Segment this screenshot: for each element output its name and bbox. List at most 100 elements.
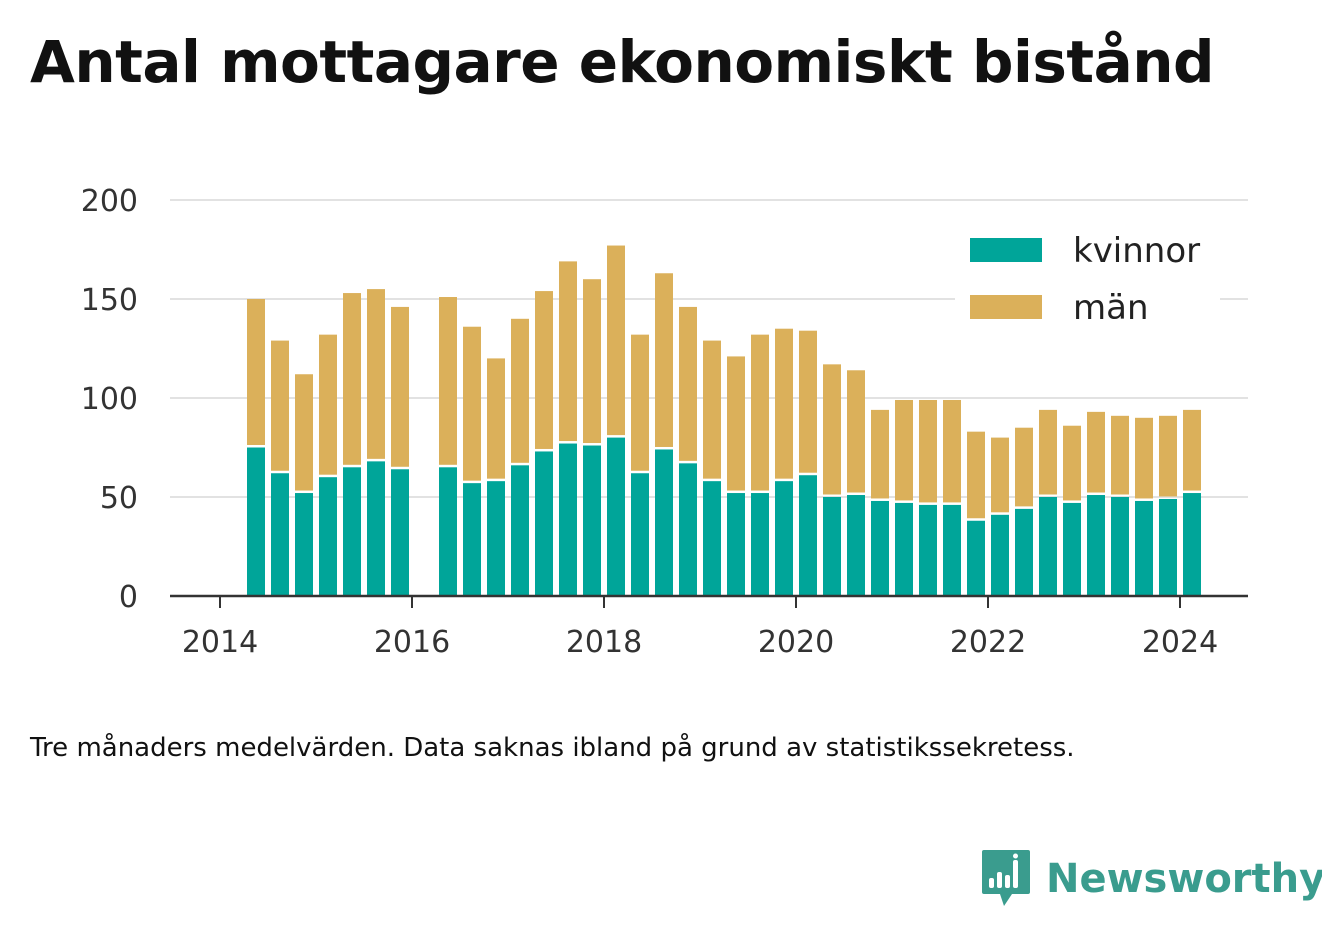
bar-man	[367, 289, 385, 459]
legend: kvinnor män	[955, 225, 1220, 335]
bar-kvinnor	[247, 447, 265, 596]
bar-man	[271, 340, 289, 471]
bar-man	[247, 299, 265, 445]
bar-man	[1039, 409, 1057, 495]
bar-kvinnor	[655, 449, 673, 596]
x-tick-label: 2018	[566, 625, 642, 660]
bar-man	[1183, 409, 1201, 491]
bar-man	[583, 279, 601, 444]
bar-kvinnor	[799, 475, 817, 596]
stacked-bar-chart: 0 50 100 150 200 2014 2016 2018 2020 2022 2024 kvi…	[81, 184, 1248, 660]
bar-man	[631, 334, 649, 471]
bar-kvinnor	[367, 461, 385, 596]
bar-man	[727, 356, 745, 491]
bar-kvinnor	[319, 477, 337, 596]
bar-man	[967, 431, 985, 519]
bar-kvinnor	[919, 504, 937, 596]
newsworthy-logo-icon	[982, 850, 1030, 906]
bar-man	[655, 273, 673, 447]
bar-kvinnor	[1183, 493, 1201, 596]
bar-man	[1087, 411, 1105, 493]
bar-man	[991, 437, 1009, 513]
bar-man	[535, 291, 553, 449]
bar-kvinnor	[1135, 500, 1153, 596]
bar-kvinnor	[487, 481, 505, 596]
bar-man	[1063, 425, 1081, 501]
bar-kvinnor	[271, 473, 289, 596]
bar-man	[871, 409, 889, 499]
bar-kvinnor	[1063, 502, 1081, 596]
bar-kvinnor	[775, 481, 793, 596]
bar-kvinnor	[751, 493, 769, 596]
bar-kvinnor	[583, 445, 601, 596]
bar-man	[1111, 415, 1129, 495]
legend-swatch-kvinnor	[970, 238, 1042, 262]
bar-kvinnor	[895, 502, 913, 596]
bar-kvinnor	[1039, 497, 1057, 596]
bar-man	[847, 370, 865, 493]
brand-name: Newsworthy	[1046, 856, 1322, 902]
bar-kvinnor	[463, 483, 481, 596]
bar-kvinnor	[559, 443, 577, 596]
footnote: Tre månaders medelvärden. Data saknas ib…	[30, 733, 1075, 763]
bar-man	[487, 358, 505, 479]
bar-kvinnor	[967, 520, 985, 596]
bar-kvinnor	[343, 467, 361, 596]
legend-label-kvinnor: kvinnor	[1073, 231, 1200, 271]
bar-kvinnor	[847, 495, 865, 596]
bar-man	[775, 328, 793, 479]
bar-man	[511, 318, 529, 463]
bar-man	[823, 364, 841, 495]
bar-kvinnor	[679, 463, 697, 596]
bar-kvinnor	[727, 493, 745, 596]
bar-man	[295, 374, 313, 491]
bar-kvinnor	[631, 473, 649, 596]
bar-kvinnor	[535, 451, 553, 596]
axes: 0 50 100 150 200 2014 2016 2018 2020 2022 2024	[81, 184, 1248, 660]
x-tick-label: 2014	[182, 625, 258, 660]
bar-man	[391, 306, 409, 467]
y-tick-label: 150	[81, 283, 138, 318]
x-tick-label: 2022	[950, 625, 1026, 660]
bar-kvinnor	[1015, 508, 1033, 596]
bar-kvinnor	[991, 514, 1009, 596]
bar-man	[679, 306, 697, 461]
bar-kvinnor	[871, 500, 889, 596]
bar-kvinnor	[295, 493, 313, 596]
bar-man	[1135, 417, 1153, 499]
bar-kvinnor	[391, 469, 409, 596]
bar-man	[1159, 415, 1177, 497]
bar-man	[463, 326, 481, 481]
bar-man	[343, 293, 361, 465]
bar-kvinnor	[607, 437, 625, 596]
bar-man	[607, 245, 625, 436]
bar-man	[439, 297, 457, 465]
legend-label-man: män	[1073, 288, 1149, 328]
bar-kvinnor	[1159, 498, 1177, 596]
x-tick-label: 2016	[374, 625, 450, 660]
bar-kvinnor	[1087, 495, 1105, 596]
brand-logo: Newsworthy	[980, 848, 1322, 910]
y-tick-label: 0	[119, 580, 138, 615]
bar-kvinnor	[1111, 497, 1129, 596]
bar-man	[943, 399, 961, 503]
bar-man	[895, 399, 913, 501]
bar-kvinnor	[511, 465, 529, 596]
bar-kvinnor	[439, 467, 457, 596]
bar-kvinnor	[823, 497, 841, 596]
bar-kvinnor	[703, 481, 721, 596]
bar-man	[751, 334, 769, 491]
legend-swatch-man	[970, 295, 1042, 319]
chart-title: Antal mottagare ekonomiskt bistånd	[30, 28, 1215, 96]
y-tick-label: 50	[100, 481, 138, 516]
bar-man	[919, 399, 937, 503]
x-tick-label: 2024	[1142, 625, 1218, 660]
y-tick-label: 100	[81, 382, 138, 417]
x-tick-label: 2020	[758, 625, 834, 660]
bar-man	[703, 340, 721, 479]
bar-man	[319, 334, 337, 475]
bar-man	[559, 261, 577, 442]
bars	[247, 245, 1201, 596]
y-tick-label: 200	[81, 184, 138, 219]
bar-man	[799, 330, 817, 473]
